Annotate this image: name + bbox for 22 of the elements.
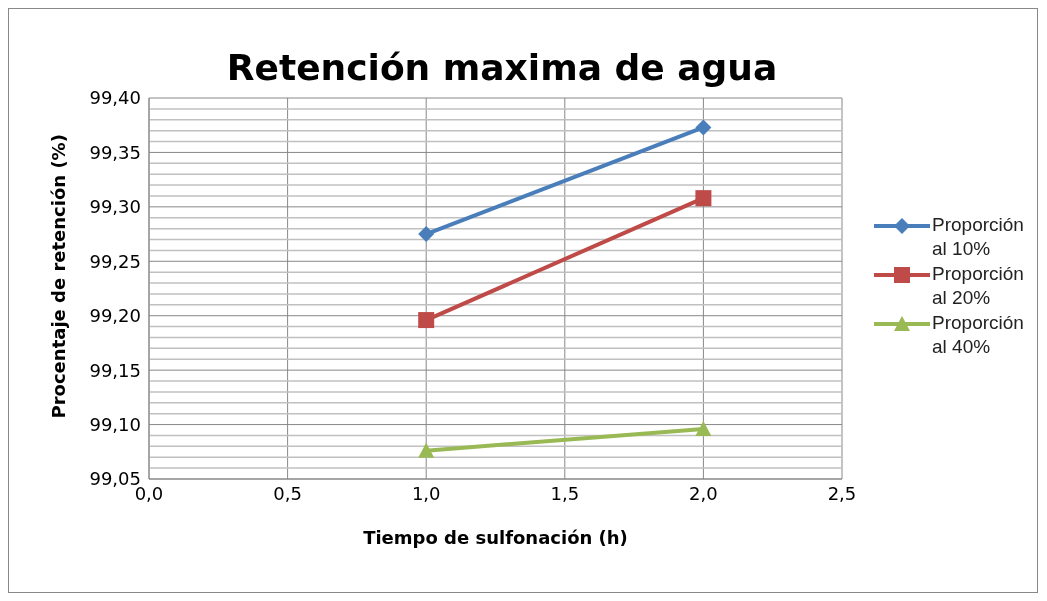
y-tick-label: 99,25 [89,250,141,272]
y-tick-label: 99,15 [89,359,141,381]
legend-label: Proporción al 20% [932,261,1025,310]
y-tick-label: 99,30 [89,196,141,218]
y-tick-label: 99,40 [89,87,141,109]
x-tick-label: 2,5 [827,482,857,504]
x-tick-label: 0,5 [273,482,302,504]
legend-label: Proporción al 10% [932,212,1025,261]
y-tick-label: 99,35 [89,141,141,163]
x-tick-label: 2,0 [689,482,718,504]
y-axis-title: Procentaje de retención (%) [48,134,70,419]
y-tick-label: 99,10 [89,413,141,435]
point [695,119,712,136]
legend-label: Proporción al 40% [932,310,1025,359]
x-tick-label: 1,0 [411,482,441,504]
x-tick-label: 1,5 [550,482,580,504]
point [695,190,712,207]
point [418,226,435,243]
chart-title: Retención maxima de agua [225,47,779,88]
point [418,312,435,329]
x-axis-title: Tiempo de sulfonación (h) [363,527,628,548]
y-tick-label: 99,20 [89,305,141,327]
